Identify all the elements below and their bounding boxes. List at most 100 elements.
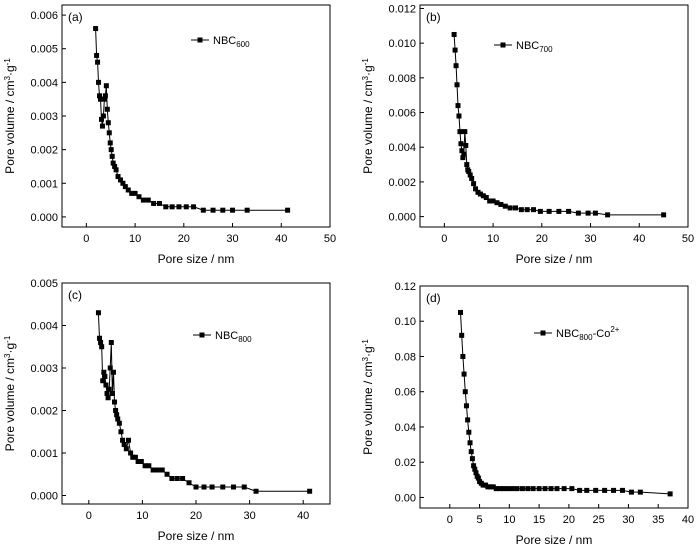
data-point — [493, 486, 499, 492]
data-point — [514, 486, 520, 492]
data-point — [101, 369, 107, 375]
x-tick-label: 0 — [447, 514, 453, 526]
panel-label: (a) — [68, 10, 83, 24]
data-point — [561, 486, 567, 492]
data-point — [99, 344, 105, 350]
x-tick-label: 40 — [275, 233, 287, 245]
y-axis-title-part: ·g — [361, 65, 375, 76]
y-axis-title: Pore volume / cm3·g-1 — [3, 335, 17, 451]
data-point — [575, 210, 581, 216]
legend-label-subscript: 800 — [579, 333, 593, 342]
y-axis-title-superscript: 3 — [361, 356, 370, 361]
y-tick-label: 0.02 — [395, 457, 416, 469]
legend-label-base: NBC — [213, 35, 236, 47]
data-point — [469, 175, 475, 181]
data-point — [542, 486, 548, 492]
data-point — [498, 201, 504, 207]
data-point — [457, 129, 463, 135]
data-point — [220, 207, 226, 213]
legend-label: NBC800-Co2+ — [556, 325, 620, 342]
data-point — [210, 207, 216, 213]
data-point — [118, 429, 124, 435]
y-tick-label: 0.005 — [30, 278, 58, 290]
data-point — [220, 484, 226, 490]
x-axis-title: Pore size / nm — [158, 252, 235, 266]
data-point — [114, 412, 120, 418]
data-point — [457, 309, 463, 315]
panel-d: 0 5 10 15 20 25 30 35 40 0.00 0.02 0.04 0.06 0.08 0.10… — [361, 281, 694, 547]
data-point — [473, 470, 479, 476]
legend-label-subscript: 700 — [539, 45, 553, 54]
data-point — [458, 141, 464, 147]
data-point — [473, 186, 479, 192]
data-point — [475, 475, 481, 481]
data-point — [95, 310, 101, 316]
legend-label-subscript: 600 — [236, 40, 250, 49]
data-point — [231, 484, 237, 490]
y-axis-title-superscript: -1 — [3, 58, 12, 66]
data-point — [509, 486, 515, 492]
data-point — [637, 489, 643, 495]
data-point — [628, 489, 634, 495]
data-point — [100, 113, 106, 119]
data-point — [461, 371, 467, 377]
data-point — [502, 203, 508, 209]
y-axis-title-part: Pore volume / cm — [361, 361, 375, 454]
data-point — [546, 208, 552, 214]
data-point — [113, 167, 119, 173]
data-point — [592, 210, 598, 216]
x-tick-label: 40 — [682, 514, 694, 526]
data-point — [462, 389, 468, 395]
data-point — [95, 59, 101, 65]
data-point — [132, 454, 138, 460]
data-point — [97, 96, 103, 102]
x-tick-label: 30 — [243, 510, 255, 522]
data-point — [463, 142, 469, 148]
data-point — [483, 195, 489, 201]
data-point — [465, 417, 471, 423]
data-point — [505, 486, 511, 492]
data-point — [96, 79, 102, 85]
data-point — [460, 155, 466, 161]
data-point — [467, 172, 473, 178]
x-tick-label: 10 — [487, 233, 499, 245]
data-point — [536, 486, 542, 492]
x-axis-title: Pore size / nm — [516, 252, 593, 266]
data-point — [93, 26, 99, 32]
data-point — [120, 437, 126, 443]
data-point — [307, 488, 313, 494]
data-point — [150, 467, 156, 473]
data-point — [110, 369, 116, 375]
y-tick-label: 0.003 — [30, 363, 58, 375]
data-point — [104, 391, 110, 396]
y-axis-title: Pore volume / cm3·g-1 — [3, 58, 17, 174]
data-point — [554, 486, 560, 492]
data-point — [106, 386, 112, 392]
data-point — [107, 140, 113, 146]
data-point — [566, 208, 572, 214]
x-tick-label: 30 — [584, 233, 596, 245]
data-point — [462, 129, 468, 135]
data-point — [105, 120, 111, 126]
data-point — [500, 486, 506, 492]
y-axis-title-part: Pore volume / cm — [3, 80, 17, 173]
data-point — [151, 200, 157, 206]
data-point — [115, 416, 121, 422]
x-tick-label: 0 — [86, 510, 92, 522]
data-point — [513, 205, 519, 211]
x-tick-label: 20 — [563, 514, 575, 526]
x-tick-label: 35 — [652, 514, 664, 526]
data-point — [490, 198, 496, 204]
data-point — [524, 207, 530, 213]
data-point — [455, 103, 461, 109]
y-tick-label: 0.00 — [395, 492, 416, 504]
data-point — [102, 374, 108, 379]
panel-c: 0 10 20 30 40 0.000 0.001 0.002 0.003 0.004 0.005 P… — [3, 278, 331, 543]
data-point — [593, 487, 599, 493]
x-tick-label: 10 — [129, 233, 141, 245]
data-point — [461, 151, 467, 157]
data-point — [459, 332, 465, 338]
data-point — [106, 130, 112, 136]
data-point — [128, 450, 134, 456]
data-point — [136, 194, 142, 200]
